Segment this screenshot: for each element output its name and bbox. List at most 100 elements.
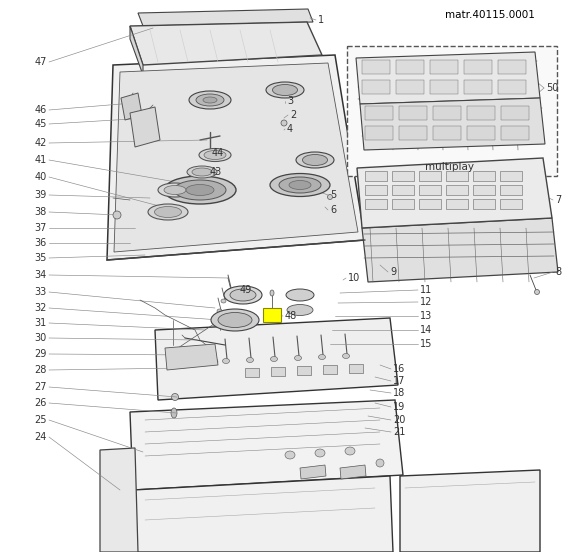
Text: 21: 21 [393,427,405,437]
Text: 44: 44 [212,148,224,158]
Bar [365,185,387,195]
Ellipse shape [302,155,328,166]
Text: 41: 41 [35,155,47,165]
Bar [323,365,337,374]
Text: 1: 1 [318,15,324,25]
Bar [271,367,285,376]
Polygon shape [130,26,143,75]
Ellipse shape [203,97,217,103]
Text: 48: 48 [285,311,297,321]
Text: 3: 3 [287,96,293,106]
Ellipse shape [199,148,231,162]
Ellipse shape [266,82,304,98]
Ellipse shape [154,206,181,217]
Bar [399,106,427,120]
Bar [365,171,387,181]
Ellipse shape [113,211,121,219]
Ellipse shape [211,309,259,331]
Bar [297,366,311,375]
Ellipse shape [246,358,254,363]
Ellipse shape [343,353,350,358]
Text: 11: 11 [420,285,432,295]
Polygon shape [360,98,545,150]
Bar [365,106,393,120]
Ellipse shape [279,177,321,193]
Text: 39: 39 [35,190,47,200]
Text: 49: 49 [240,285,252,295]
Text: 2: 2 [290,110,296,120]
Bar [396,60,424,74]
Polygon shape [155,318,398,400]
Bar [467,126,495,140]
Text: 38: 38 [35,207,47,217]
Ellipse shape [174,180,226,200]
Ellipse shape [186,184,214,195]
Bar [245,368,259,377]
Ellipse shape [285,451,295,459]
Text: 31: 31 [35,318,47,328]
Bar [433,106,461,120]
Text: 12: 12 [420,297,432,307]
Bar [349,364,363,373]
Text: 30: 30 [35,333,47,343]
Bar [467,106,495,120]
Text: 42: 42 [34,138,47,148]
Text: 47: 47 [34,57,47,67]
Ellipse shape [328,194,332,199]
Text: 14: 14 [420,325,432,335]
Bar [500,185,522,195]
Ellipse shape [376,459,384,467]
Text: 8: 8 [555,267,561,277]
Text: 20: 20 [393,415,405,425]
Text: 25: 25 [34,415,47,425]
Text: 15: 15 [420,339,432,349]
Ellipse shape [289,181,311,189]
Polygon shape [362,218,558,282]
Bar [419,185,441,195]
Bar [500,171,522,181]
Bar [392,171,414,181]
Polygon shape [130,400,403,490]
Ellipse shape [534,289,540,295]
Polygon shape [133,476,393,552]
Ellipse shape [223,358,230,364]
Ellipse shape [171,408,177,418]
Polygon shape [107,55,365,260]
Text: 26: 26 [34,398,47,408]
Bar [498,80,526,94]
Text: 19: 19 [393,402,405,412]
Polygon shape [300,465,326,479]
Text: 10: 10 [348,273,360,283]
Text: 35: 35 [34,253,47,263]
Bar [430,60,458,74]
Ellipse shape [273,84,297,95]
Text: 18: 18 [393,388,405,398]
Bar [501,126,529,140]
Ellipse shape [286,289,314,301]
Polygon shape [114,63,358,252]
Text: 46: 46 [35,105,47,115]
Bar [362,80,390,94]
Text: 6: 6 [330,205,336,215]
Text: matr.40115.0001: matr.40115.0001 [445,10,535,20]
FancyBboxPatch shape [263,308,281,322]
Text: 4: 4 [287,124,293,134]
Text: 9: 9 [390,267,396,277]
Text: 43: 43 [210,167,222,177]
Text: multiplay: multiplay [425,162,475,172]
Polygon shape [130,22,322,65]
Bar [365,126,393,140]
Text: 50: 50 [546,83,559,93]
Bar [501,106,529,120]
Ellipse shape [270,290,274,296]
Text: 27: 27 [34,382,47,392]
Ellipse shape [192,168,212,176]
Polygon shape [100,448,138,552]
Ellipse shape [270,357,277,362]
Bar [498,60,526,74]
Text: 40: 40 [35,172,47,182]
Bar [430,80,458,94]
Ellipse shape [148,204,188,220]
Bar [433,126,461,140]
Bar [464,60,492,74]
